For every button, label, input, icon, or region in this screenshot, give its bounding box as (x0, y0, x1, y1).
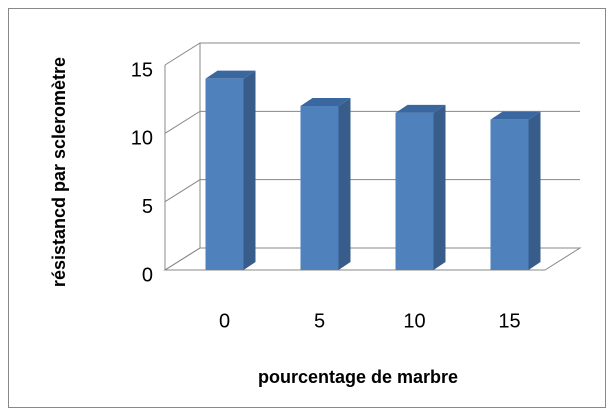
y-tick-label: 15 (131, 59, 153, 81)
y-tick-label: 0 (142, 264, 153, 286)
grid-line (164, 110, 580, 134)
bar-top (395, 104, 446, 113)
x-tick-label: 5 (314, 310, 325, 332)
x-tick-label: 10 (403, 310, 425, 332)
bar (300, 106, 339, 270)
bar-top (490, 111, 541, 120)
bar (395, 112, 434, 270)
grid-line (164, 179, 580, 203)
bar (205, 78, 244, 271)
x-tick-label: 0 (219, 310, 230, 332)
y-tick-label: 10 (131, 128, 153, 150)
grid-line (164, 247, 580, 271)
bar-side (528, 111, 541, 271)
y-tick-label: 5 (142, 196, 153, 218)
y-axis-label: résistancd par scleromètre (49, 57, 69, 287)
bar-side (433, 104, 446, 270)
x-axis-label: pourcentage de marbre (258, 367, 458, 387)
bar-side (243, 70, 256, 271)
grid-line (164, 42, 580, 66)
x-tick-label: 15 (498, 310, 520, 332)
bar-side (338, 98, 351, 270)
bar (490, 119, 529, 271)
bar-top (300, 98, 351, 106)
bar-top (205, 70, 256, 79)
